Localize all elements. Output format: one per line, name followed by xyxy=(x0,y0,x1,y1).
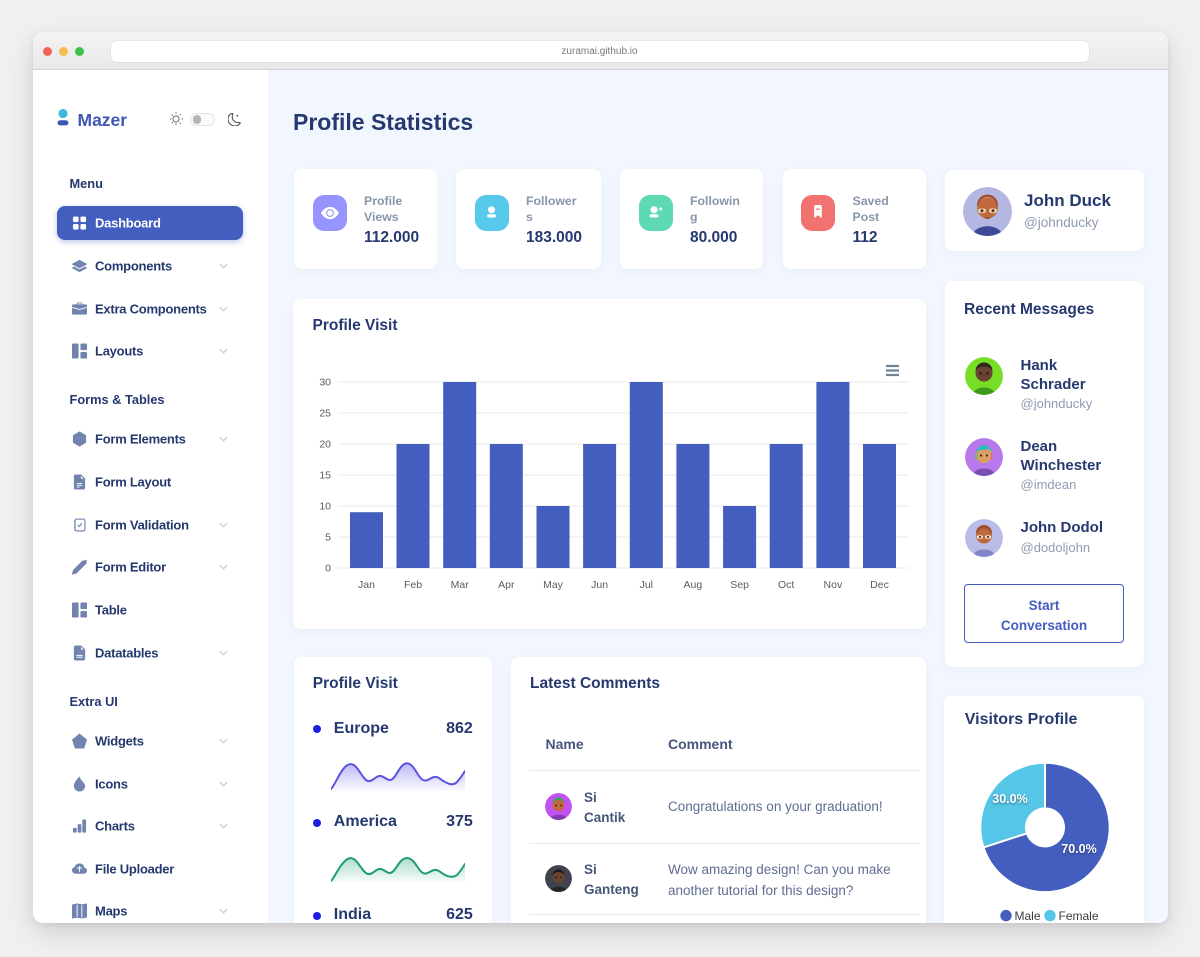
svg-text:70.0%: 70.0% xyxy=(1061,842,1096,856)
svg-text:Jan: Jan xyxy=(358,579,375,591)
svg-text:25: 25 xyxy=(319,408,331,420)
svg-text:Male: Male xyxy=(1014,909,1040,923)
svg-text:20: 20 xyxy=(319,439,331,451)
svg-text:30.0%: 30.0% xyxy=(992,792,1027,806)
svg-text:Feb: Feb xyxy=(404,579,422,591)
svg-text:May: May xyxy=(543,579,564,591)
svg-text:Sep: Sep xyxy=(730,579,749,591)
svg-text:Aug: Aug xyxy=(684,579,703,591)
svg-text:Dec: Dec xyxy=(870,579,889,591)
svg-text:Jun: Jun xyxy=(591,579,608,591)
svg-text:Jul: Jul xyxy=(640,579,653,591)
svg-text:Oct: Oct xyxy=(778,579,794,591)
svg-text:5: 5 xyxy=(325,532,331,544)
svg-text:30: 30 xyxy=(319,377,331,389)
svg-text:Female: Female xyxy=(1058,909,1098,923)
svg-text:10: 10 xyxy=(319,501,331,513)
svg-text:0: 0 xyxy=(325,563,331,575)
svg-text:Mar: Mar xyxy=(451,579,470,591)
svg-text:15: 15 xyxy=(319,470,331,482)
svg-text:Apr: Apr xyxy=(498,579,515,591)
svg-text:Nov: Nov xyxy=(824,579,843,591)
